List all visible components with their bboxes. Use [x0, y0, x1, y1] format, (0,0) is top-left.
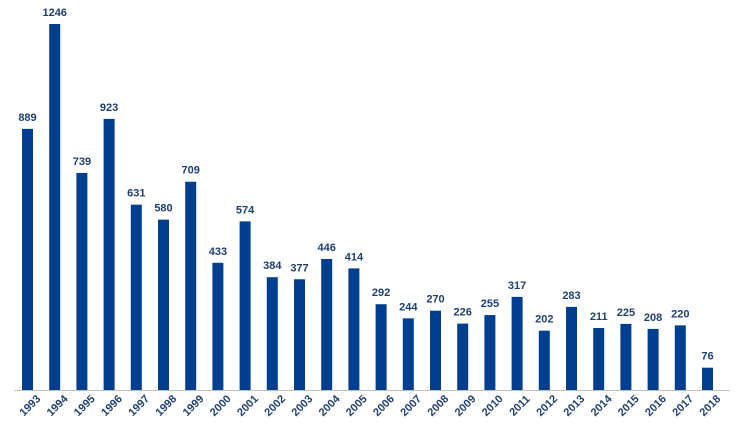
value-label-1994: 1246: [42, 7, 66, 19]
bar-2002: [266, 277, 278, 390]
x-tick-label-2013: 2013: [562, 393, 588, 419]
x-tick-label-2004: 2004: [317, 392, 343, 418]
bar-2006: [375, 304, 387, 390]
value-label-2008: 270: [426, 294, 444, 306]
x-tick-labels-group: 1993 1994 1995 1996 1997 1998 1999 2000 2001 2002…: [18, 392, 724, 418]
bar-2009: [457, 323, 469, 390]
bar-2018: [702, 367, 713, 390]
x-tick-label-1994: 1994: [45, 392, 71, 418]
bar-1995: [76, 172, 88, 390]
x-tick-label-2010: 2010: [480, 393, 506, 419]
bar-2011: [511, 296, 523, 390]
x-tick-label-1995: 1995: [72, 393, 98, 419]
value-label-2013: 283: [562, 290, 580, 302]
bar-2017: [674, 325, 686, 390]
value-label-2014: 211: [590, 311, 608, 323]
value-label-1993: 889: [18, 112, 36, 124]
x-tick-label-2016: 2016: [643, 393, 669, 419]
bar-1999: [185, 181, 197, 390]
value-label-2004: 446: [318, 242, 336, 254]
value-label-1999: 709: [182, 165, 200, 177]
bar-1993: [22, 128, 33, 390]
x-tick-label-1998: 1998: [154, 393, 180, 419]
x-tick-label-2012: 2012: [534, 393, 560, 419]
x-tick-label-2000: 2000: [208, 393, 234, 419]
value-label-2018: 76: [701, 351, 713, 363]
bar-2003: [294, 279, 305, 390]
bar-2013: [566, 306, 577, 390]
bar-2005: [348, 268, 360, 390]
bar-1994: [49, 24, 61, 390]
x-tick-label-1999: 1999: [181, 393, 207, 419]
bar-2000: [212, 262, 224, 390]
value-label-2006: 292: [372, 287, 390, 299]
value-label-2016: 208: [644, 312, 662, 324]
x-tick-label-2001: 2001: [235, 393, 261, 419]
x-tick-label-1997: 1997: [126, 393, 152, 419]
bar-2016: [647, 328, 659, 390]
value-labels-group: 889 1246 739 923 631 580 709 433 574 384 377 446 414…: [18, 7, 713, 363]
x-tick-label-2005: 2005: [344, 393, 370, 419]
bars-group: [22, 24, 713, 391]
value-label-2001: 574: [236, 204, 255, 216]
x-tick-label-2017: 2017: [670, 393, 696, 419]
value-label-2010: 255: [481, 298, 499, 310]
bar-1997: [130, 204, 142, 390]
x-tick-label-2007: 2007: [398, 393, 424, 419]
bar-2015: [620, 323, 632, 390]
x-tick-label-2018: 2018: [698, 393, 724, 419]
value-label-1995: 739: [73, 156, 91, 168]
x-tick-label-2003: 2003: [290, 393, 316, 419]
x-tick-label-2015: 2015: [616, 393, 642, 419]
x-tick-label-2009: 2009: [453, 393, 479, 419]
value-label-1998: 580: [154, 203, 172, 215]
bar-2012: [538, 330, 550, 390]
value-label-2017: 220: [671, 308, 689, 320]
x-tick-label-2006: 2006: [371, 393, 397, 419]
x-tick-label-1996: 1996: [99, 393, 125, 419]
value-label-2007: 244: [399, 301, 418, 313]
bar-2001: [239, 221, 251, 390]
value-label-2002: 384: [263, 260, 282, 272]
value-label-2009: 226: [454, 307, 472, 319]
x-tick-label-2014: 2014: [589, 392, 615, 418]
x-tick-label-2011: 2011: [507, 393, 532, 418]
bar-2010: [484, 315, 496, 390]
value-label-2011: 317: [508, 280, 526, 292]
value-label-1996: 923: [100, 102, 118, 114]
bar-2004: [321, 258, 333, 390]
value-label-2012: 202: [535, 314, 553, 326]
x-tick-label-2002: 2002: [262, 393, 288, 419]
value-label-2015: 225: [617, 307, 635, 319]
bar-1998: [158, 219, 169, 390]
x-tick-label-2008: 2008: [426, 393, 452, 419]
bar-2008: [430, 310, 441, 390]
value-label-2005: 414: [345, 251, 364, 263]
x-tick-label-1993: 1993: [18, 393, 44, 419]
value-label-1997: 631: [127, 188, 145, 200]
bar-2014: [593, 328, 605, 390]
value-label-2003: 377: [290, 262, 308, 274]
bar-2007: [402, 318, 414, 390]
bar-1996: [103, 118, 115, 391]
value-label-2000: 433: [209, 246, 227, 258]
